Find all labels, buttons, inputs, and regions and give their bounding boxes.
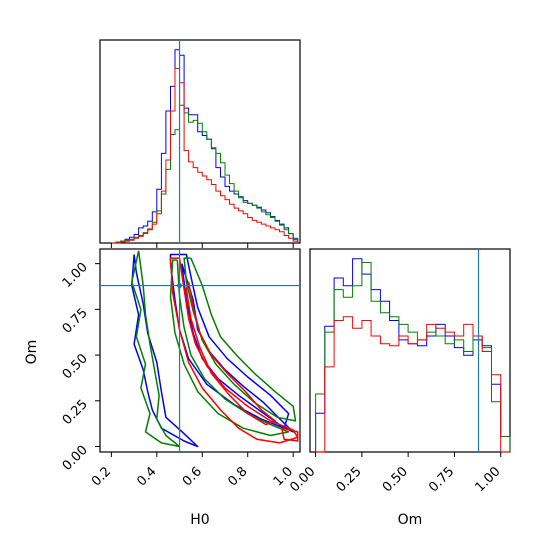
contour-008000-2	[131, 250, 181, 448]
h0-xtick-label-1: 0.4	[134, 464, 159, 489]
contour-0000ff-1	[169, 253, 290, 429]
h0-om-contour-panel: 0.2 0.4 0.6 0.8 1.00.000.250.500.751.00	[60, 248, 301, 489]
om-ytick-label-4: 1.00	[60, 260, 91, 291]
h0-marginal-histogram	[99, 39, 301, 248]
contour-frame	[99, 248, 301, 453]
om-ytick-label-2: 0.50	[60, 351, 91, 382]
y-axis-label-om: Om	[24, 340, 40, 365]
om-xtick-label-3: 0.75	[426, 464, 457, 495]
hist-series-0-0000ff	[315, 258, 511, 452]
om-hist-frame	[309, 248, 511, 453]
om-marginal-histogram: 0.00 0.25 0.50 0.75 1.00	[287, 248, 511, 495]
h0-xtick-label-2: 0.6	[180, 464, 205, 489]
hist-series-2-ff0000	[315, 316, 510, 453]
truth-point	[177, 283, 183, 289]
h0-xtick-label-0: 0.2	[89, 464, 114, 489]
hist-series-0-0000ff	[111, 49, 299, 244]
om-xtick-label-2: 0.50	[380, 464, 411, 495]
h0-hist-frame	[99, 39, 301, 244]
contour-ff0000-1	[185, 281, 276, 426]
contour-lines	[131, 250, 299, 448]
contour-008000-0	[183, 257, 297, 422]
om-ytick-label-3: 0.75	[60, 306, 91, 337]
om-ytick-label-0: 0.00	[60, 443, 91, 474]
h0-xtick-label-3: 0.8	[225, 464, 250, 489]
hist-series-2-ff0000	[111, 68, 299, 244]
om-xtick-label-4: 1.00	[472, 464, 503, 495]
om-xtick-label-1: 0.25	[334, 464, 365, 495]
hist-series-1-008000	[315, 262, 511, 452]
om-xtick-label-0: 0.00	[287, 464, 318, 495]
contour-008000-1	[169, 259, 290, 437]
x-axis-label-h0: H0	[190, 512, 209, 528]
om-ytick-label-1: 0.25	[60, 397, 91, 428]
x-axis-label-om: Om	[398, 512, 423, 528]
hist-series-1-008000	[111, 104, 299, 244]
contour-ff0000-2	[281, 427, 299, 442]
